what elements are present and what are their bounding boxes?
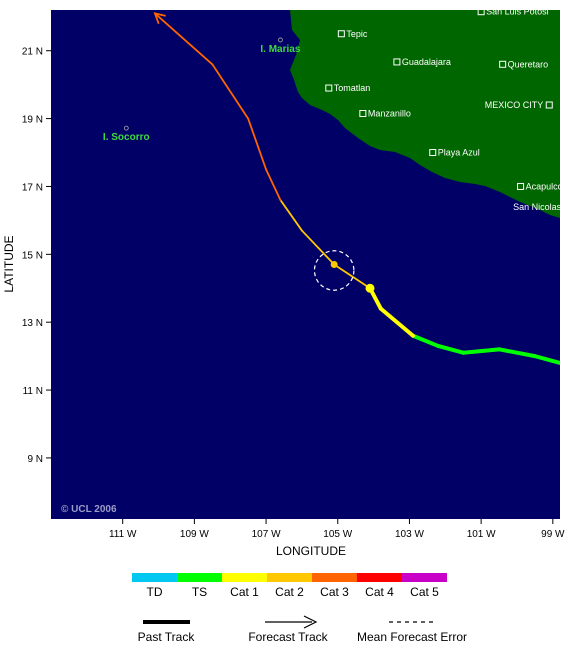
city-marker <box>429 149 437 157</box>
city-label: Playa Azul <box>438 148 480 158</box>
y-tick-label: 9 N <box>27 454 43 465</box>
y-tick-label: 13 N <box>22 318 43 329</box>
legend: TD TS Cat 1 Cat 2 Cat 3 Cat 4 Cat 5 Past Track… <box>132 573 467 644</box>
past-track-segment <box>497 347 537 359</box>
city-marker <box>499 60 507 68</box>
legend-swatch <box>177 573 222 582</box>
current-position-marker <box>365 283 375 293</box>
forecast-point-marker <box>330 261 338 268</box>
y-axis-ticks: 21 N 19 N 17 N 15 N 13 N 11 N 9 N <box>22 47 51 465</box>
city-marker <box>359 109 367 117</box>
island-label: I. Socorro <box>103 132 150 143</box>
x-tick-label: 111 W <box>109 529 137 540</box>
legend-category-label: Cat 5 <box>410 585 439 599</box>
legend-category-label: Cat 1 <box>230 585 259 599</box>
city-label: MEXICO CITY <box>485 100 544 110</box>
legend-category-label: Cat 2 <box>275 585 304 599</box>
city-label: San Nicolas <box>513 202 562 212</box>
city-marker <box>477 10 485 16</box>
past-track-segment <box>436 343 466 355</box>
city-marker <box>325 84 333 92</box>
x-tick-label: 105 W <box>323 529 352 540</box>
forecast-track-segment <box>301 229 336 266</box>
legend-category-label: TD <box>147 585 163 599</box>
y-tick-label: 21 N <box>22 47 43 58</box>
city-label: Acapulco <box>526 181 563 191</box>
forecast-track-segment <box>279 199 303 232</box>
past-track-label: Past Track <box>138 630 196 644</box>
island-marker <box>278 37 283 43</box>
island-marker <box>123 125 129 131</box>
y-tick-label: 17 N <box>22 182 43 193</box>
x-axis-title: LONGITUDE <box>276 544 346 558</box>
copyright-text: © UCL 2006 <box>61 504 117 515</box>
forecast-arrow-head <box>153 12 166 25</box>
island-label: I. Marias <box>260 44 300 55</box>
legend-category-label: TS <box>192 585 207 599</box>
city-label: Queretaro <box>508 59 549 69</box>
category-color-bar <box>132 573 447 582</box>
city-label: Tepic <box>346 29 368 39</box>
forecast-track-segment <box>211 63 250 120</box>
city-label: Guadalajara <box>402 57 451 67</box>
forecast-error-circle <box>313 250 355 291</box>
legend-swatch <box>132 573 177 582</box>
past-track-segment <box>532 354 560 365</box>
past-track-segment <box>378 306 416 338</box>
city-marker <box>393 58 401 66</box>
x-tick-label: 99 W <box>541 529 565 540</box>
city-marker <box>564 204 570 210</box>
city-label: San Luis Potosi <box>486 7 549 17</box>
legend-swatch <box>357 573 402 582</box>
y-axis-title: LATITUDE <box>2 235 16 292</box>
city-label: Tomatlan <box>334 83 371 93</box>
legend-category-label: Cat 3 <box>320 585 349 599</box>
x-tick-label: 107 W <box>252 529 281 540</box>
cities-layer: San Luis Potosi Tepic Guadalajara Queretaro… <box>325 7 570 212</box>
forecast-track-segment <box>247 117 267 171</box>
legend-swatch <box>267 573 312 582</box>
forecast-track-segment <box>265 168 282 201</box>
forecast-arrow-icon <box>303 615 318 629</box>
legend-swatch <box>222 573 267 582</box>
x-tick-label: 101 W <box>467 529 496 540</box>
city-marker <box>545 101 553 109</box>
islands-layer: I. Marias I. Socorro <box>103 37 301 143</box>
city-label: Manzanillo <box>368 108 411 118</box>
forecast-track-segment <box>154 12 214 66</box>
x-axis-ticks: 111 W 109 W 107 W 105 W 103 W 101 W 99 W <box>109 519 565 540</box>
city-marker <box>337 30 345 38</box>
y-tick-label: 15 N <box>22 250 43 261</box>
legend-swatch <box>312 573 357 582</box>
category-labels: TD TS Cat 1 Cat 2 Cat 3 Cat 4 Cat 5 <box>147 585 440 599</box>
past-track-segment <box>461 347 502 355</box>
legend-swatch <box>402 573 447 582</box>
forecast-track-label: Forecast Track <box>248 630 328 644</box>
city-marker <box>517 182 525 190</box>
map-panel: I. Marias I. Socorro San Luis Potosi Tepic… <box>22 7 570 540</box>
forecast-track-segment <box>333 263 371 290</box>
x-tick-label: 103 W <box>395 529 424 540</box>
legend-category-label: Cat 4 <box>365 585 394 599</box>
mexico-landmass <box>290 10 560 218</box>
y-tick-label: 11 N <box>23 386 43 397</box>
mean-error-label: Mean Forecast Error <box>357 630 467 644</box>
y-tick-label: 19 N <box>22 115 43 126</box>
x-tick-label: 109 W <box>180 529 209 540</box>
past-track-segment <box>411 333 441 348</box>
track-layer <box>153 12 560 365</box>
